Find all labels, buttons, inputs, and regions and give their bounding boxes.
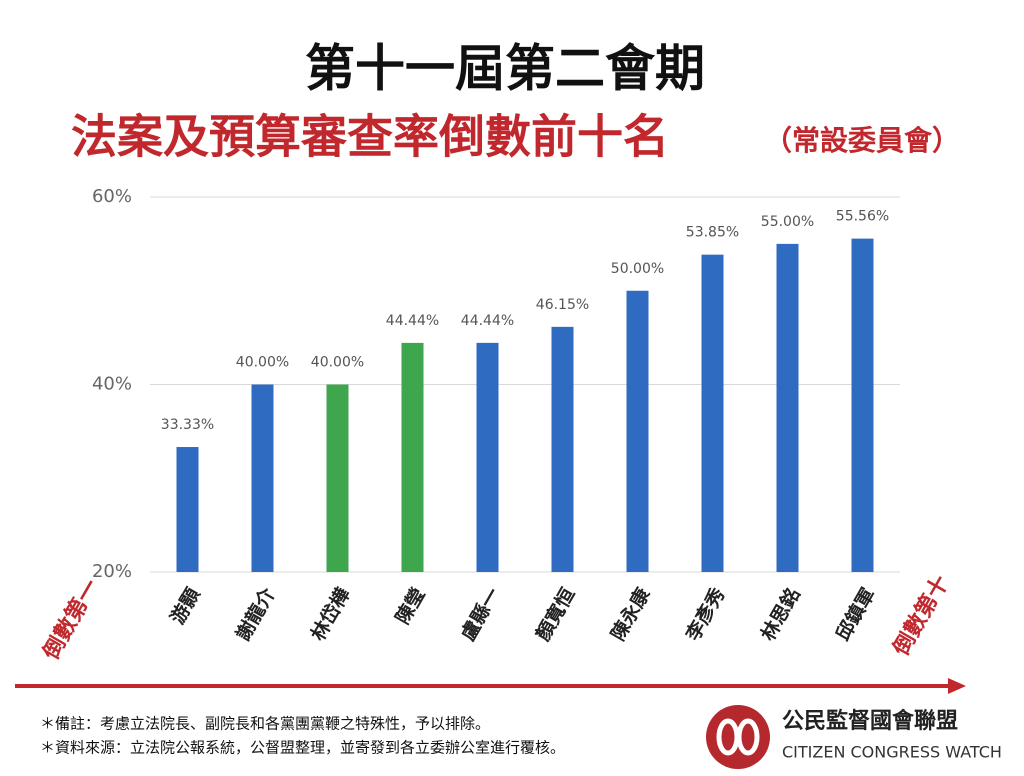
x-tick-label: 林岱樺 [306,584,354,645]
value-label: 40.00% [236,355,289,371]
x-tick-label: 謝龍介 [231,583,280,645]
arrow-head [948,678,966,694]
value-label: 33.33% [161,417,214,433]
value-label: 55.00% [761,214,814,230]
bar [851,238,874,572]
x-tick-label: 顏寬恒 [531,584,579,645]
left-annotation: 倒數第一 [37,575,104,665]
x-tick-label: 陳瑩 [391,584,430,628]
x-tick-label: 李彥秀 [681,583,730,646]
value-label: 40.00% [311,355,364,371]
logo-subtext: CITIZEN CONGRESS WATCH [782,743,1002,762]
y-tick-label: 20% [92,561,132,582]
y-tick-label: 40% [92,374,132,395]
y-tick-label: 60% [92,186,132,207]
bar [701,254,724,572]
x-tick-label: 邱鎮軍 [831,584,879,645]
note: ＊資料來源：立法院公報系統，公督盟整理，並寄發到各立委辦公室進行覆核。 [40,739,565,757]
bar [476,342,499,572]
bar [551,326,574,572]
x-tick-label: 盧縣一 [457,584,505,644]
right-annotation: 倒數第十 [887,571,954,661]
value-label: 50.00% [611,261,664,277]
value-label: 44.44% [386,313,439,329]
note: ＊備註：考慮立法院長、副院長和各黨團黨鞭之特殊性，予以排除。 [40,715,490,733]
bar [176,447,199,572]
bar [251,384,274,572]
x-tick-label: 陳永康 [606,583,655,645]
chart-title: 第十一屆第二會期 [305,40,705,98]
bar [401,342,424,572]
x-tick-label: 游顥 [166,584,205,628]
value-label: 46.15% [536,297,589,313]
logo-text: 公民監督國會聯盟 [782,708,958,734]
chart-subtitle: 法案及預算審查率倒數前十名 [71,110,669,164]
value-label: 53.85% [686,225,739,241]
x-tick-label: 林思銘 [756,584,804,645]
bar [626,290,649,572]
value-label: 44.44% [461,313,514,329]
bar [776,243,799,572]
logo-icon [706,705,770,769]
value-label: 55.56% [836,209,889,225]
subtitle-note: （常設委員會） [764,124,960,157]
bar [326,384,349,572]
